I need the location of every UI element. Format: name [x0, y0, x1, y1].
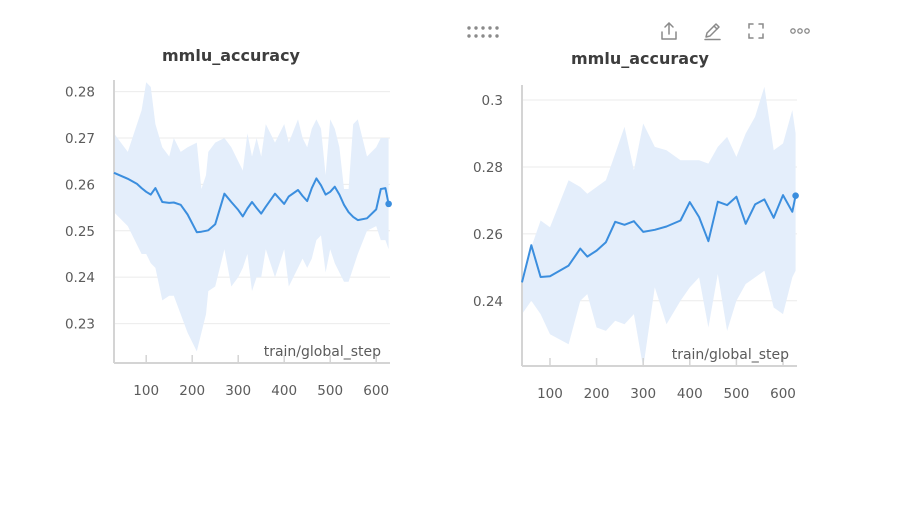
fullscreen-icon[interactable]: [746, 21, 766, 41]
chart-toolbar: [0, 0, 910, 60]
x-axis-label: train/global_step: [264, 344, 381, 360]
x-tick-label: 400: [271, 383, 297, 399]
confidence-band: [522, 86, 796, 368]
x-tick-label: 600: [770, 386, 796, 402]
x-tick-label: 100: [537, 386, 563, 402]
y-tick-label: 0.25: [65, 224, 95, 240]
confidence-band: [114, 82, 389, 352]
y-tick-label: 0.27: [65, 131, 95, 147]
data-point-marker[interactable]: [792, 192, 799, 200]
x-tick-label: 600: [363, 383, 389, 399]
x-tick-label: 400: [677, 386, 703, 402]
y-tick-label: 0.28: [65, 85, 95, 101]
share-icon[interactable]: [659, 21, 679, 41]
edit-icon[interactable]: [702, 21, 722, 41]
x-axis-label: train/global_step: [672, 347, 789, 363]
x-tick-label: 200: [179, 383, 205, 399]
x-tick-label: 100: [133, 383, 159, 399]
chart-title: mmlu_accuracy: [571, 49, 710, 68]
chart-title: mmlu_accuracy: [162, 46, 301, 65]
x-tick-label: 200: [584, 386, 610, 402]
y-tick-label: 0.24: [473, 294, 503, 310]
y-tick-label: 0.26: [473, 227, 503, 243]
y-tick-label: 0.23: [65, 317, 95, 333]
drag-handle-icon[interactable]: [466, 24, 500, 40]
x-tick-label: 500: [317, 383, 343, 399]
y-tick-label: 0.28: [473, 160, 503, 176]
data-point-marker[interactable]: [385, 200, 392, 208]
x-tick-label: 300: [225, 383, 251, 399]
more-options-icon[interactable]: [789, 25, 811, 37]
y-tick-label: 0.3: [482, 93, 503, 109]
y-tick-label: 0.26: [65, 177, 95, 193]
y-tick-label: 0.24: [65, 270, 95, 286]
series-line[interactable]: [113, 171, 390, 234]
x-tick-label: 300: [630, 386, 656, 402]
x-tick-label: 500: [724, 386, 750, 402]
series-line[interactable]: [521, 194, 797, 283]
